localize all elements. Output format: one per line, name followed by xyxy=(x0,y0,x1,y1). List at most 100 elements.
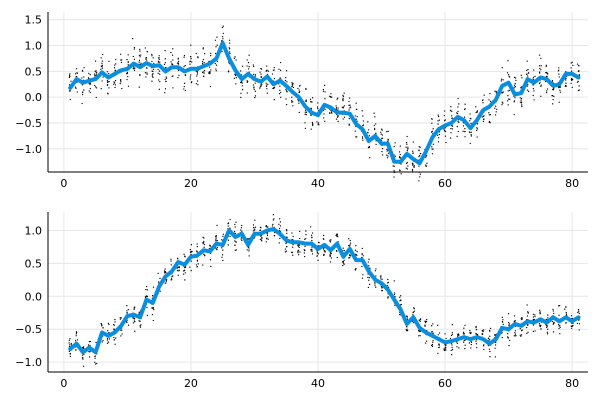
scatter-point xyxy=(164,78,166,80)
scatter-point xyxy=(158,88,160,90)
y-tick-label: 1.0 xyxy=(25,40,43,53)
scatter-point xyxy=(127,61,129,64)
scatter-point xyxy=(102,76,104,78)
scatter-point xyxy=(100,88,102,90)
scatter-point xyxy=(138,86,140,88)
scatter-point xyxy=(489,114,491,116)
scatter-point xyxy=(82,365,85,367)
scatter-point xyxy=(68,74,71,76)
scatter-point xyxy=(532,324,535,326)
scatter-point xyxy=(121,87,123,90)
scatter-point xyxy=(513,315,516,317)
scatter-point xyxy=(83,76,85,78)
scatter-point xyxy=(120,59,123,61)
scatter-point xyxy=(558,323,560,326)
scatter-point xyxy=(196,243,198,245)
scatter-point xyxy=(476,111,478,113)
scatter-point xyxy=(170,61,172,63)
scatter-point xyxy=(305,238,307,240)
scatter-point xyxy=(381,134,384,136)
scatter-point xyxy=(330,93,332,95)
scatter-point xyxy=(266,65,268,67)
scatter-point xyxy=(356,254,358,256)
scatter-point xyxy=(100,68,102,70)
scatter-point xyxy=(450,127,452,130)
scatter-point xyxy=(279,237,281,240)
scatter-point xyxy=(361,137,364,139)
scatter-point xyxy=(164,58,166,60)
scatter-point xyxy=(89,91,91,94)
scatter-point xyxy=(83,89,85,91)
scatter-point xyxy=(475,343,478,345)
scatter-point xyxy=(514,319,516,322)
scatter-point xyxy=(203,71,205,73)
scatter-point xyxy=(418,180,420,182)
scatter-point xyxy=(222,233,224,235)
scatter-point xyxy=(426,340,428,342)
scatter-point xyxy=(157,272,159,275)
scatter-point xyxy=(286,236,288,238)
scatter-point xyxy=(551,320,554,323)
scatter-point xyxy=(190,74,192,76)
scatter-point xyxy=(114,343,116,345)
scatter-point xyxy=(234,226,236,228)
scatter-point xyxy=(241,224,243,227)
scatter-point xyxy=(272,223,274,226)
scatter-point xyxy=(310,128,312,130)
scatter-point xyxy=(411,168,414,171)
scatter-point xyxy=(443,130,446,132)
scatter-point xyxy=(108,80,110,83)
scatter-point xyxy=(469,142,471,145)
scatter-point xyxy=(215,46,217,48)
scatter-point xyxy=(387,138,389,140)
scatter-point xyxy=(489,327,492,330)
scatter-point xyxy=(177,57,180,60)
scatter-point xyxy=(502,91,504,93)
scatter-point xyxy=(113,83,115,85)
scatter-point xyxy=(241,239,243,242)
scatter-point xyxy=(260,68,263,70)
scatter-point xyxy=(234,244,236,246)
scatter-point xyxy=(488,348,491,350)
scatter-point xyxy=(246,92,248,94)
scatter-point xyxy=(494,347,496,349)
scatter-point xyxy=(228,47,230,49)
scatter-point xyxy=(222,249,224,251)
scatter-point xyxy=(241,85,243,87)
scatter-point xyxy=(482,329,485,331)
scatter-point xyxy=(502,79,504,81)
scatter-point xyxy=(526,304,528,306)
scatter-point xyxy=(267,83,269,85)
scatter-point xyxy=(527,72,530,74)
scatter-point xyxy=(475,339,478,341)
scatter-point xyxy=(539,325,542,327)
scatter-point xyxy=(163,63,166,66)
scatter-point xyxy=(368,258,370,260)
scatter-point xyxy=(76,339,79,341)
scatter-point xyxy=(470,122,472,124)
scatter-point xyxy=(202,47,205,49)
scatter-point xyxy=(75,339,77,342)
scatter-point xyxy=(317,253,320,255)
scatter-point xyxy=(88,72,90,75)
scatter-point xyxy=(304,127,307,130)
scatter-point xyxy=(273,77,275,80)
scatter-point xyxy=(285,76,287,79)
scatter-point xyxy=(489,335,491,337)
scatter-point xyxy=(291,85,293,87)
scatter-point xyxy=(202,264,204,266)
scatter-point xyxy=(261,83,263,85)
scatter-point xyxy=(94,357,96,359)
scatter-point xyxy=(519,334,521,336)
scatter-point xyxy=(157,281,160,283)
scatter-point xyxy=(299,84,301,87)
scatter-point xyxy=(311,101,313,103)
scatter-point xyxy=(106,71,109,73)
scatter-point xyxy=(399,296,401,298)
scatter-point xyxy=(533,69,535,71)
scatter-point xyxy=(69,353,72,355)
scatter-point xyxy=(418,156,420,158)
scatter-point xyxy=(538,322,541,325)
scatter-point xyxy=(527,84,529,86)
scatter-point xyxy=(418,165,420,167)
